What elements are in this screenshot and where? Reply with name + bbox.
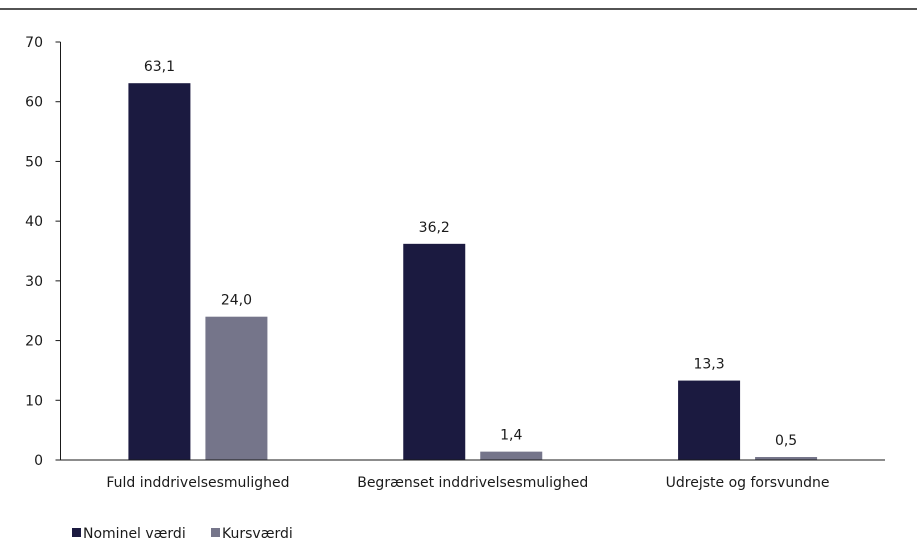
x-tick-label: Udrejste og forsvundne — [666, 475, 830, 491]
bar-kurs — [480, 451, 543, 460]
legend-swatch — [211, 528, 220, 537]
bar-value-label: 63,1 — [144, 59, 175, 75]
bar-value-label: 24,0 — [221, 293, 252, 309]
y-axis: 0 10 20 30 40 50 60 70 — [25, 35, 61, 469]
y-tick-label: 50 — [25, 154, 43, 170]
x-tick-label: Fuld inddrivelsesmulighed — [106, 475, 289, 491]
y-tick-label: 20 — [25, 334, 43, 350]
legend-label: Kursværdi — [222, 526, 293, 542]
y-tick-label: 70 — [25, 35, 43, 51]
bar-value-label: 36,2 — [419, 220, 450, 236]
bar-value-label: 0,5 — [775, 433, 797, 449]
bar-value-label: 1,4 — [500, 428, 522, 444]
bar-kurs — [205, 316, 268, 460]
bar-nominel — [403, 243, 466, 460]
x-axis: Fuld inddrivelsesmulighed Begrænset inddr… — [60, 459, 885, 491]
y-tick-label: 60 — [25, 95, 43, 111]
legend-swatch — [72, 528, 81, 537]
bar-kurs — [755, 457, 818, 460]
x-tick-label: Begrænset inddrivelsesmulighed — [357, 475, 588, 491]
legend: Nominel værdi Kursværdi — [72, 526, 293, 542]
legend-label: Nominel værdi — [83, 526, 186, 542]
y-tick-label: 0 — [34, 453, 43, 469]
bar-nominel — [678, 380, 741, 460]
y-tick-label: 30 — [25, 274, 43, 290]
y-tick-label: 10 — [25, 393, 43, 409]
data-labels: 63,1 24,0 36,2 1,4 13,3 0,5 — [144, 59, 797, 449]
bars — [128, 83, 818, 461]
bar-value-label: 13,3 — [693, 357, 724, 373]
y-tick-label: 40 — [25, 214, 43, 230]
bar-nominel — [128, 83, 191, 461]
